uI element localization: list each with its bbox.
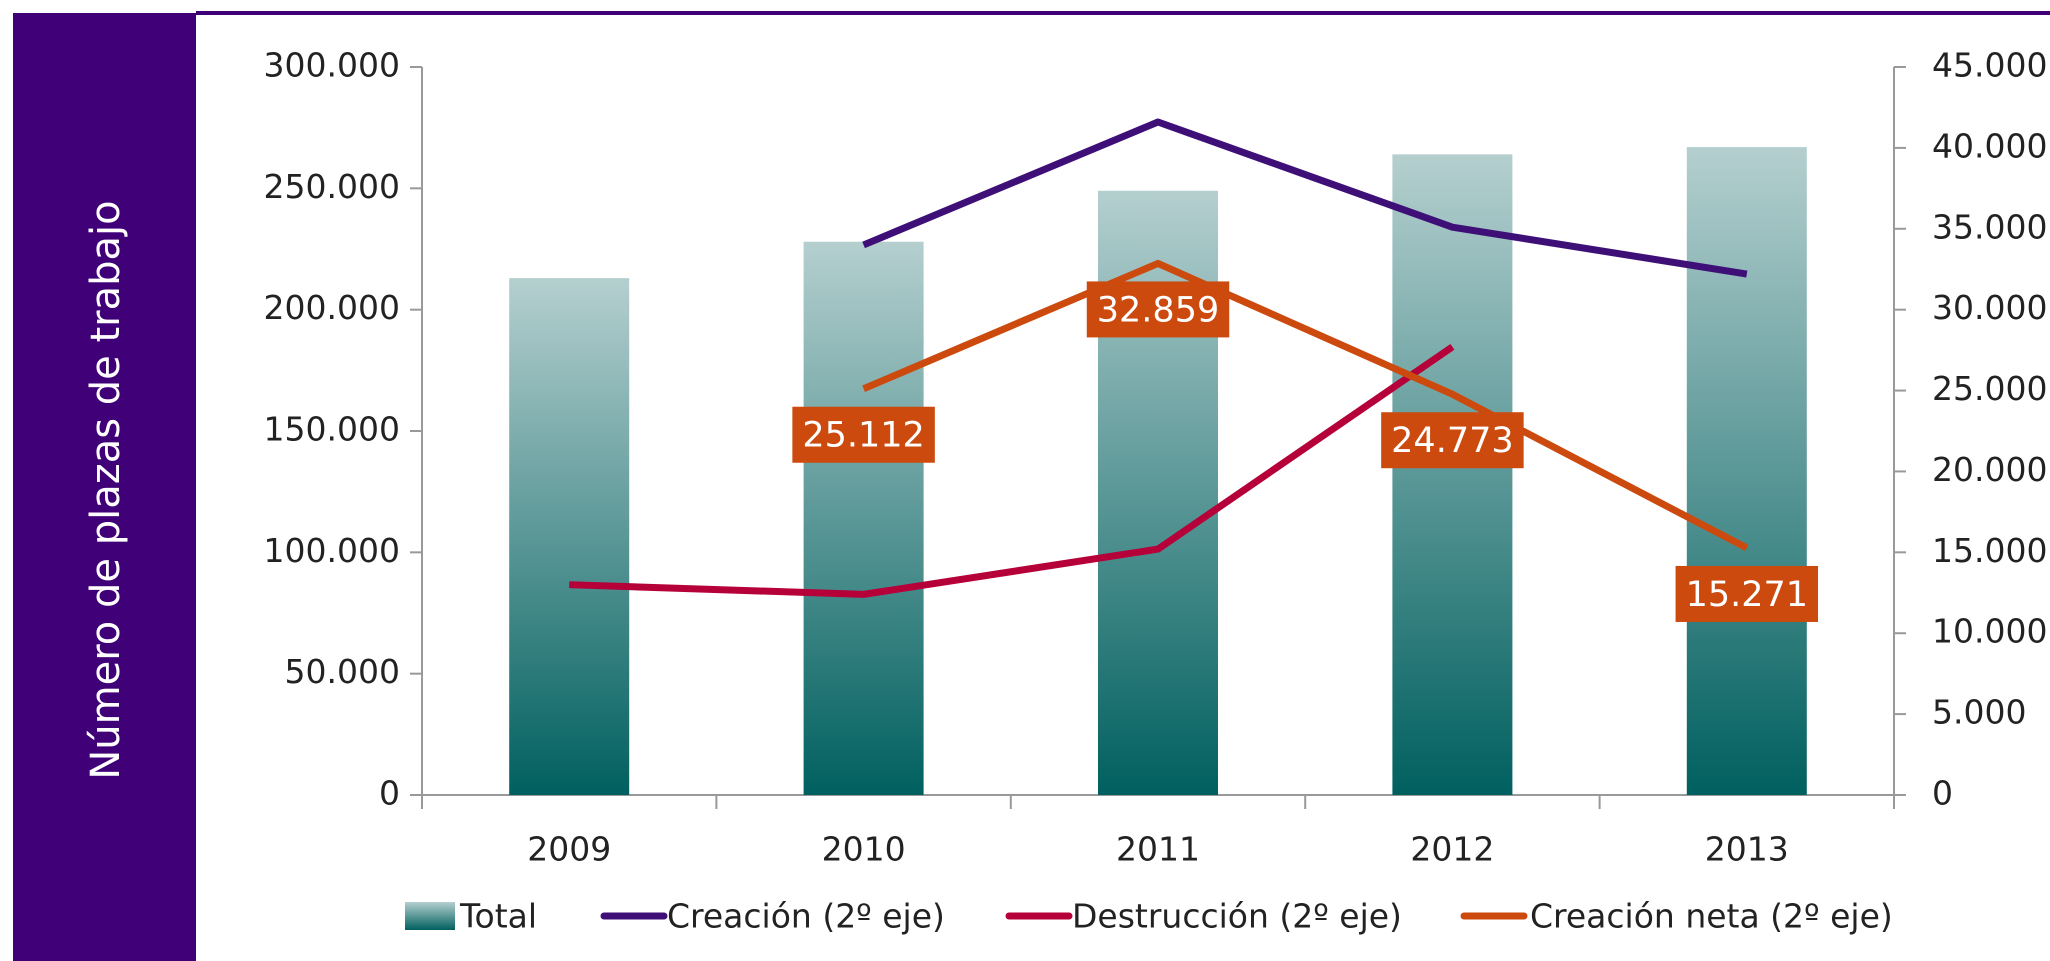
data-label: 24.773 <box>1381 412 1524 469</box>
y-tick-label: 0 <box>379 774 400 813</box>
bar <box>1686 147 1807 795</box>
x-tick-label: 2009 <box>527 830 611 869</box>
data-label-box <box>792 406 935 463</box>
data-label: 15.271 <box>1675 565 1819 622</box>
y-tick-label: 100.000 <box>264 531 400 570</box>
y2-tick-label: 5.000 <box>1932 693 2026 732</box>
y-tick-label: 250.000 <box>264 167 400 206</box>
data-label-text: 32.859 <box>1097 290 1219 330</box>
data-label-text: 24.773 <box>1391 421 1513 461</box>
legend-label: Creación neta (2º eje) <box>1530 897 1893 936</box>
y-axis-label: Número de plazas de trabajo <box>83 200 129 779</box>
bar <box>1392 154 1513 796</box>
data-label-box <box>1675 565 1819 622</box>
bar <box>803 241 924 796</box>
y2-tick-label: 15.000 <box>1932 531 2047 570</box>
bar <box>509 278 630 795</box>
y2-tick-label: 0 <box>1932 774 1953 813</box>
legend-swatch <box>405 902 455 930</box>
line-series <box>862 118 1748 278</box>
y-tick-label: 300.000 <box>264 46 400 85</box>
data-label-box <box>1086 281 1230 338</box>
data-label-text: 15.271 <box>1686 575 1808 615</box>
x-tick-label: 2010 <box>822 830 906 869</box>
y-tick-label: 50.000 <box>285 652 400 691</box>
y2-tick-label: 40.000 <box>1932 126 2047 165</box>
legend-label: Total <box>459 897 537 936</box>
data-label-box <box>1381 412 1524 469</box>
y2-tick-label: 20.000 <box>1932 450 2047 489</box>
y2-tick-label: 45.000 <box>1932 46 2047 85</box>
x-tick-label: 2013 <box>1705 830 1789 869</box>
y2-tick-label: 35.000 <box>1932 207 2047 246</box>
data-label: 32.859 <box>1086 281 1230 338</box>
data-label: 25.112 <box>792 406 935 463</box>
side-band <box>13 13 196 961</box>
line-series <box>569 343 1455 598</box>
legend-label: Destrucción (2º eje) <box>1072 897 1402 936</box>
y2-tick-label: 30.000 <box>1932 288 2047 327</box>
x-tick-label: 2012 <box>1410 830 1494 869</box>
y-tick-label: 150.000 <box>264 410 400 449</box>
top-rule <box>196 11 2050 15</box>
y2-tick-label: 10.000 <box>1932 612 2047 651</box>
y2-tick-label: 25.000 <box>1932 369 2047 408</box>
legend-label: Creación (2º eje) <box>667 897 945 936</box>
y-tick-label: 200.000 <box>264 288 400 327</box>
data-label-text: 25.112 <box>802 416 924 456</box>
line-series <box>862 259 1749 552</box>
x-tick-label: 2011 <box>1116 830 1200 869</box>
